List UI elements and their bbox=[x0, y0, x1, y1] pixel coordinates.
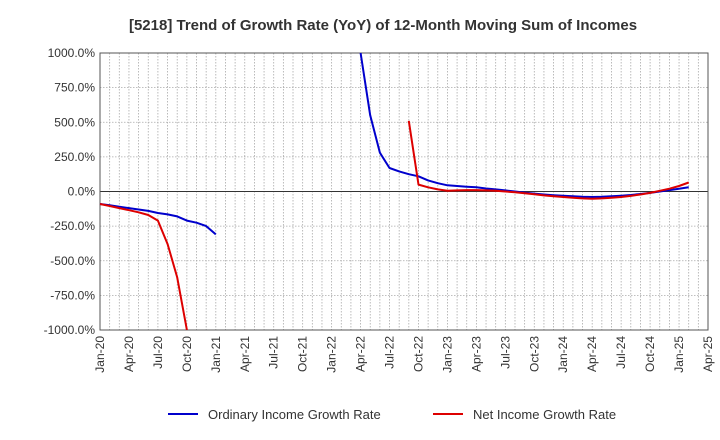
series-line bbox=[99, 203, 217, 236]
x-tick-label: Apr-22 bbox=[354, 336, 368, 372]
series-line bbox=[99, 203, 188, 331]
y-tick-label: -750.0% bbox=[50, 288, 95, 302]
x-tick-label: Jan-21 bbox=[209, 336, 223, 373]
axes: 1000.0% 750.0% 500.0% 250.0% 0.0% -250.0% -500… bbox=[44, 46, 715, 373]
plot-border bbox=[99, 52, 709, 331]
x-tick-label: Jul-21 bbox=[267, 336, 281, 369]
legend-label: Ordinary Income Growth Rate bbox=[208, 407, 381, 422]
chart-title: [5218] Trend of Growth Rate (YoY) of 12-… bbox=[129, 17, 637, 34]
x-tick-label: Jan-25 bbox=[672, 336, 686, 373]
x-tick-label: Jan-24 bbox=[556, 336, 570, 373]
series-line bbox=[407, 120, 690, 200]
grid-lines bbox=[100, 52, 708, 331]
x-tick-label: Jul-23 bbox=[498, 336, 512, 369]
legend-label: Net Income Growth Rate bbox=[473, 407, 616, 422]
legend: Ordinary Income Growth Rate Net Income Gr… bbox=[168, 407, 616, 422]
y-tick-label: 500.0% bbox=[54, 115, 95, 129]
x-tick-label: Oct-22 bbox=[411, 336, 425, 372]
y-tick-label: -500.0% bbox=[50, 254, 95, 268]
x-tick-label: Oct-20 bbox=[180, 336, 194, 372]
x-tick-label: Apr-24 bbox=[585, 336, 599, 372]
y-tick-label: 1000.0% bbox=[48, 46, 96, 60]
y-tick-label: 250.0% bbox=[54, 150, 95, 164]
x-tick-label: Jul-20 bbox=[151, 336, 165, 369]
x-tick-label: Apr-25 bbox=[701, 336, 715, 372]
x-tick-label: Oct-21 bbox=[296, 336, 310, 372]
x-tick-label: Jul-24 bbox=[614, 336, 628, 369]
x-tick-label: Jan-20 bbox=[93, 336, 107, 373]
y-tick-label: 0.0% bbox=[68, 185, 96, 199]
x-tick-label: Apr-21 bbox=[238, 336, 252, 372]
x-tick-label: Apr-20 bbox=[122, 336, 136, 372]
y-tick-label: -250.0% bbox=[50, 219, 95, 233]
x-tick-label: Oct-24 bbox=[643, 336, 657, 372]
x-tick-label: Jul-22 bbox=[383, 336, 397, 369]
y-tick-label: 750.0% bbox=[54, 81, 95, 95]
x-tick-label: Apr-23 bbox=[469, 336, 483, 372]
x-tick-label: Jan-23 bbox=[440, 336, 454, 373]
y-tick-label: -1000.0% bbox=[44, 323, 96, 337]
x-tick-label: Jan-22 bbox=[325, 336, 339, 373]
series-lines bbox=[99, 52, 690, 331]
x-tick-label: Oct-23 bbox=[527, 336, 541, 372]
